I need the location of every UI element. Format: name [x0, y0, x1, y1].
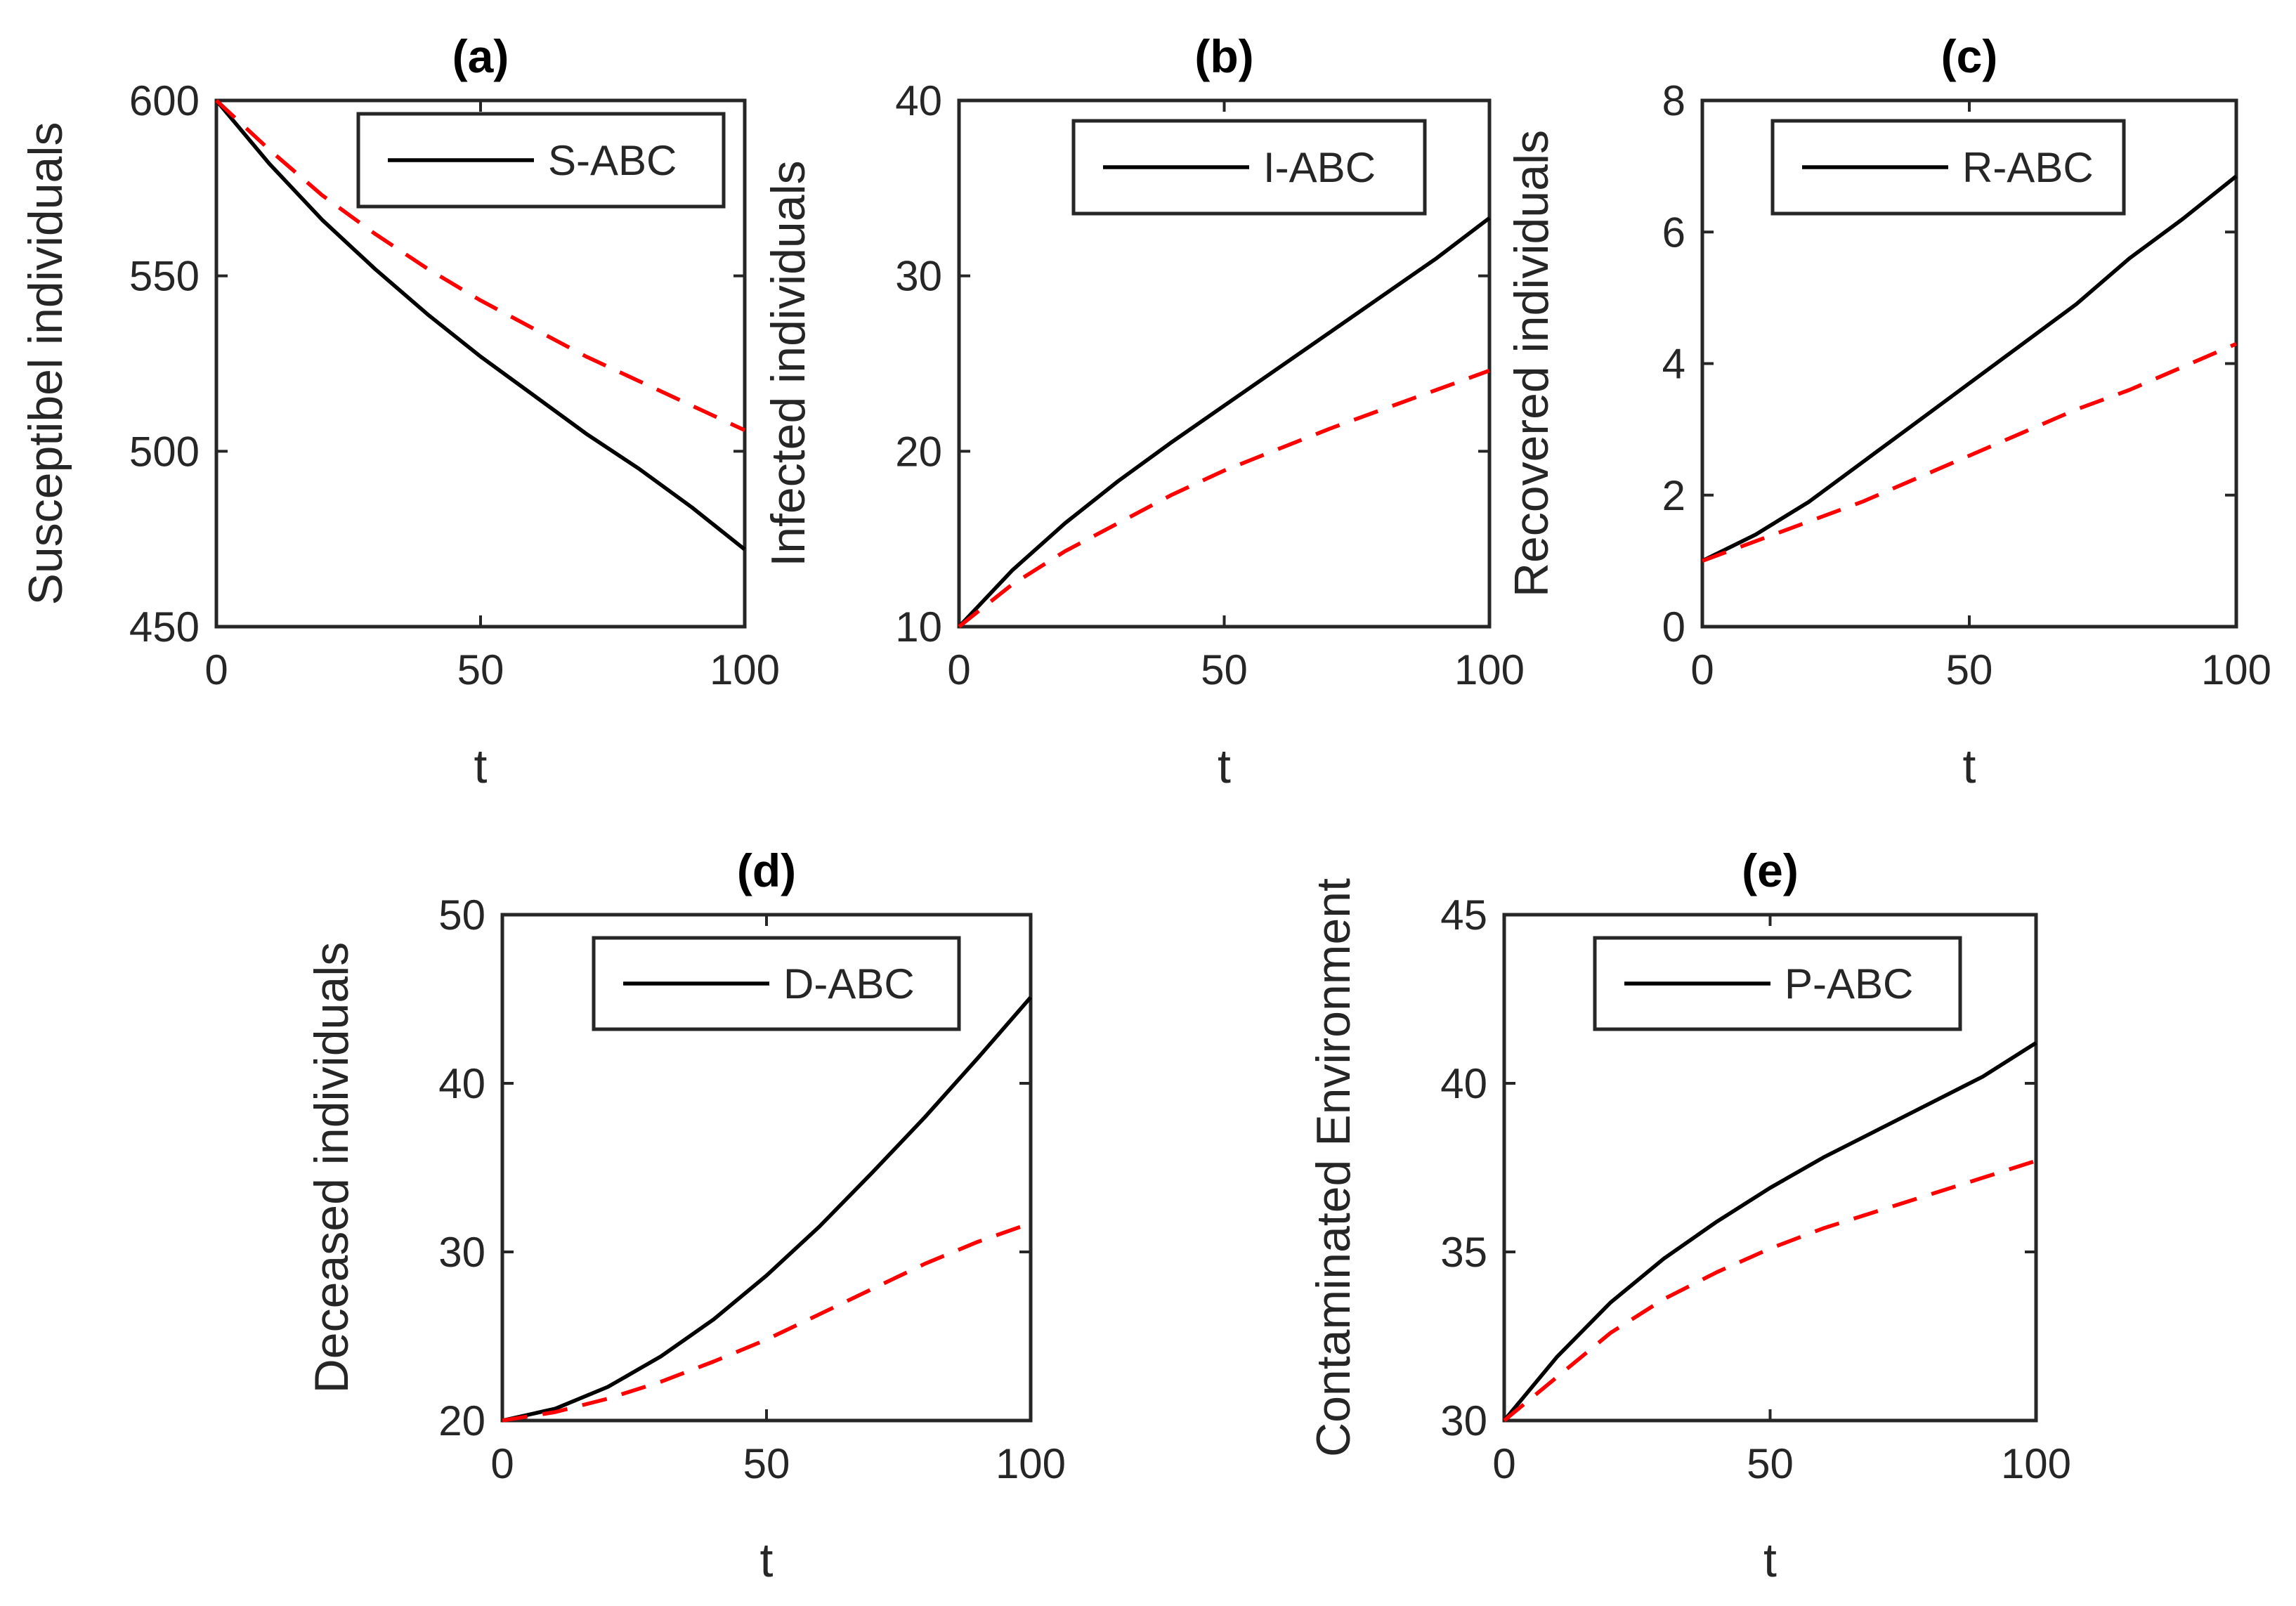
x-tick-label: 0 — [1492, 1440, 1515, 1487]
series-line-dashed — [1503, 1158, 2037, 1423]
legend-label: I-ABC — [1263, 144, 1376, 191]
panel-title: (a) — [452, 30, 509, 82]
y-tick-label: 40 — [1440, 1060, 1487, 1107]
y-tick-label: 40 — [438, 1060, 485, 1107]
y-tick-label: 20 — [895, 428, 942, 475]
panel-3: 0 50 100 20 30 40 50 (d) t Deceased individuals D-… — [305, 844, 1066, 1587]
panel-4: 0 50 100 30 35 40 45 (e) t Contaminated Environme… — [1307, 844, 2071, 1587]
x-tick-label: 0 — [947, 646, 970, 693]
y-tick-label: 35 — [1440, 1229, 1487, 1276]
series-line-dashed — [215, 98, 746, 432]
y-tick-label: 30 — [1440, 1397, 1487, 1444]
x-axis-label: t — [1763, 1534, 1777, 1587]
y-tick-label: 20 — [438, 1397, 485, 1444]
y-tick-label: 10 — [895, 603, 942, 651]
panel-title: (c) — [1941, 30, 1998, 82]
series-line-solid — [1701, 174, 2238, 563]
legend-label: P-ABC — [1785, 960, 1913, 1007]
x-tick-label: 0 — [204, 646, 228, 693]
y-tick-label: 550 — [129, 253, 200, 300]
series-line-dashed — [958, 368, 1490, 629]
y-tick-label: 500 — [129, 428, 200, 475]
y-tick-label: 6 — [1662, 209, 1685, 256]
panel-title: (d) — [737, 844, 796, 896]
y-tick-label: 30 — [895, 253, 942, 300]
x-tick-label: 50 — [1747, 1440, 1794, 1487]
y-axis-label: Contaminated Environment — [1307, 878, 1360, 1457]
x-tick-label: 100 — [1454, 646, 1525, 693]
x-tick-label: 50 — [1201, 646, 1248, 693]
series-line-dashed — [502, 1221, 1031, 1423]
x-axis-label: t — [1218, 740, 1231, 793]
panel-0: 0 50 100 450 500 550 600 (a) t Susceptibel indivi… — [19, 30, 780, 793]
x-tick-label: 50 — [1946, 646, 1993, 693]
x-tick-label: 0 — [1690, 646, 1714, 693]
y-tick-label: 45 — [1440, 892, 1487, 939]
series-line-solid — [214, 99, 746, 551]
y-tick-label: 8 — [1662, 77, 1685, 124]
y-axis-label: Infected individuals — [762, 160, 815, 566]
series-line-solid — [958, 216, 1491, 628]
x-tick-label: 0 — [490, 1440, 514, 1487]
y-tick-label: 30 — [438, 1229, 485, 1276]
panel-1: 0 50 100 10 20 30 40 (b) t Infected individuals I-… — [762, 30, 1525, 793]
x-axis-label: t — [1963, 740, 1976, 793]
y-tick-label: 50 — [438, 892, 485, 939]
panel-title: (b) — [1194, 30, 1253, 82]
y-tick-label: 600 — [129, 77, 200, 124]
y-axis-label: Susceptibel individuals — [19, 122, 72, 606]
legend-label: S-ABC — [548, 137, 677, 184]
y-tick-label: 0 — [1662, 603, 1685, 651]
legend-label: D-ABC — [783, 960, 915, 1007]
y-axis-label: Recovered individuals — [1505, 130, 1558, 597]
series-line-solid — [502, 995, 1033, 1423]
series-line-solid — [1502, 1041, 2037, 1422]
y-tick-label: 40 — [895, 77, 942, 124]
y-tick-label: 2 — [1662, 472, 1685, 519]
y-tick-label: 450 — [129, 603, 200, 651]
x-tick-label: 100 — [710, 646, 780, 693]
panel-2: 0 50 100 0 2 4 6 8 (c) t Recovered individuals R-AB… — [1505, 30, 2271, 793]
x-tick-label: 50 — [743, 1440, 790, 1487]
x-tick-label: 100 — [996, 1440, 1066, 1487]
series-line-dashed — [1702, 341, 2238, 563]
x-tick-label: 100 — [2201, 646, 2271, 693]
y-axis-label: Deceased individuals — [305, 942, 358, 1394]
legend-label: R-ABC — [1962, 144, 2094, 191]
y-tick-label: 4 — [1662, 341, 1685, 388]
x-axis-label: t — [760, 1534, 774, 1587]
panel-title: (e) — [1742, 844, 1799, 896]
x-tick-label: 100 — [2001, 1440, 2071, 1487]
x-tick-label: 50 — [457, 646, 504, 693]
x-axis-label: t — [474, 740, 488, 793]
